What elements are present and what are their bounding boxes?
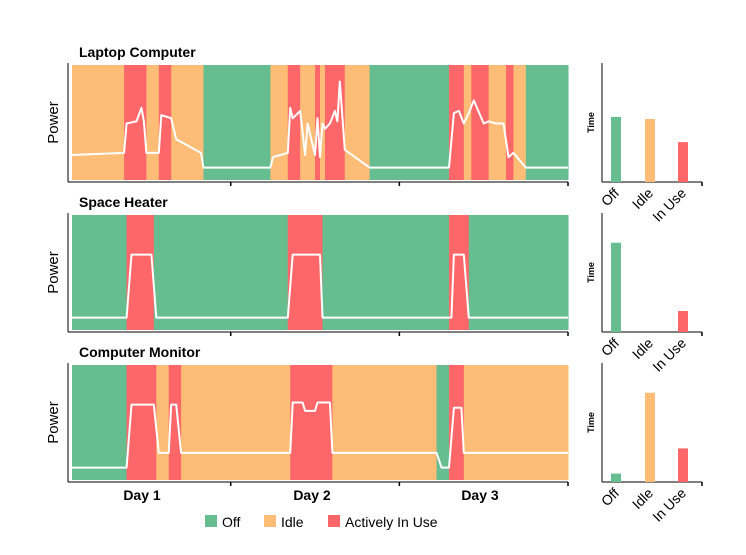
legend-label-idle: Idle	[281, 514, 304, 530]
y-axis-label: Power	[45, 251, 62, 294]
legend: Off Idle Actively In Use	[205, 514, 438, 530]
state-segment-off	[203, 65, 271, 180]
state-segment-idle	[72, 65, 125, 180]
state-segment-idle	[344, 65, 371, 180]
power-line	[72, 253, 568, 319]
state-segment-actively-in-use	[448, 365, 465, 480]
state-segment-actively-in-use	[506, 65, 514, 180]
bar-category-label-in-use: In Use	[649, 485, 689, 525]
state-segment-idle	[181, 365, 291, 480]
state-segment-actively-in-use	[168, 365, 182, 480]
state-segment-idle	[463, 65, 472, 180]
state-segment-off	[72, 365, 128, 480]
state-segment-off	[153, 215, 289, 330]
state-segment-actively-in-use	[126, 365, 157, 480]
time-bar-in-use	[678, 448, 688, 482]
state-segment-idle	[463, 365, 569, 480]
bar-category-label-idle: Idle	[629, 485, 656, 512]
x-tick-label-day2: Day 2	[293, 487, 331, 503]
state-segment-idle	[270, 65, 289, 180]
state-segment-actively-in-use	[287, 215, 323, 330]
time-bar-off	[611, 116, 621, 182]
bar-category-label-in-use: In Use	[649, 335, 689, 375]
state-segment-actively-in-use	[158, 65, 172, 180]
panel-title: Laptop Computer	[79, 44, 196, 60]
y-axis-label: Power	[45, 101, 62, 144]
bar-y-axis-label: Time	[586, 112, 596, 133]
state-segment-off	[322, 215, 450, 330]
x-axis-labels: Day 1 Day 2 Day 3	[123, 487, 499, 503]
bar-category-label-off: Off	[598, 485, 622, 509]
panel-title: Space Heater	[79, 194, 168, 210]
state-segment-actively-in-use	[287, 65, 301, 180]
y-axis-label: Power	[45, 401, 62, 444]
state-segment-actively-in-use	[448, 65, 465, 180]
bar-category-label-idle: Idle	[629, 185, 656, 212]
state-segment-actively-in-use	[471, 65, 490, 180]
legend-label-off: Off	[222, 514, 241, 530]
bar-y-axis-label: Time	[586, 412, 596, 433]
state-segment-idle	[171, 65, 204, 180]
time-bar-off	[611, 473, 621, 482]
time-bar-idle	[645, 392, 655, 482]
state-segment-actively-in-use	[126, 215, 155, 330]
power-line	[71, 80, 568, 169]
state-segment-off	[436, 365, 450, 480]
state-segment-actively-in-use	[290, 365, 333, 480]
state-segment-actively-in-use	[448, 215, 470, 330]
legend-swatch-in-use	[328, 515, 340, 527]
bar-category-label-off: Off	[598, 185, 622, 209]
state-segment-idle	[513, 65, 527, 180]
state-segment-off	[72, 215, 128, 330]
bar-category-label-off: Off	[598, 335, 622, 359]
bar-category-label-in-use: In Use	[649, 185, 689, 225]
legend-swatch-idle	[264, 515, 276, 527]
state-segment-idle	[320, 65, 326, 180]
time-bar-off	[611, 242, 621, 332]
x-tick-label-day3: Day 3	[461, 487, 499, 503]
x-tick-label-day1: Day 1	[123, 487, 161, 503]
panel-title: Computer Monitor	[79, 344, 201, 360]
power-line	[72, 401, 568, 469]
time-bar-in-use	[678, 142, 688, 182]
bar-y-axis-label: Time	[586, 262, 596, 283]
state-segment-off	[369, 65, 450, 180]
state-segment-off	[525, 65, 569, 180]
time-bar-in-use	[678, 311, 688, 332]
legend-label-in-use: Actively In Use	[345, 514, 438, 530]
bar-category-label-idle: Idle	[629, 335, 656, 362]
state-segment-idle	[332, 365, 438, 480]
time-bar-idle	[645, 119, 655, 182]
state-segment-off	[468, 215, 569, 330]
state-segment-idle	[156, 365, 170, 480]
state-segment-idle	[146, 65, 160, 180]
legend-swatch-off	[205, 515, 217, 527]
